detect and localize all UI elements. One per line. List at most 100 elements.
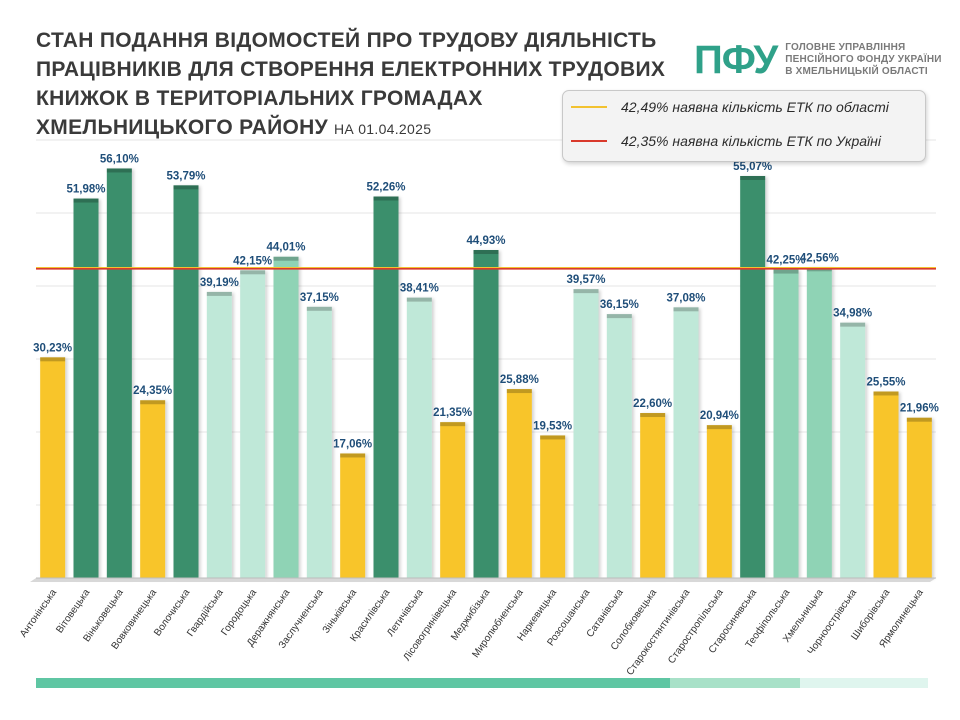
title-line-4: ХМЕЛЬНИЦЬКОГО РАЙОНУ НА 01.04.2025	[36, 113, 596, 144]
bottom-decor-band	[36, 678, 928, 688]
title-date: НА 01.04.2025	[333, 121, 432, 137]
bar-cap	[473, 250, 499, 255]
band-segment-3	[800, 678, 928, 688]
bar	[273, 256, 299, 578]
bar-cap	[640, 413, 666, 418]
category-label: Вітовецька	[54, 587, 92, 635]
data-label: 44,93%	[466, 235, 505, 247]
data-label: 17,06%	[333, 438, 372, 450]
bar-cap	[740, 175, 766, 180]
bar-cap	[540, 435, 566, 440]
data-label: 53,79%	[166, 170, 205, 182]
category-label: Антонінська	[18, 587, 59, 639]
bar-cap	[506, 389, 532, 394]
data-label: 56,10%	[100, 153, 139, 165]
bar	[540, 435, 566, 578]
bar-cap	[173, 185, 199, 190]
bar	[173, 185, 199, 578]
axis-base	[30, 578, 936, 582]
band-segment-1	[36, 678, 670, 688]
legend-item-region: 42,49% наявна кількість ЕТК по області	[571, 99, 889, 115]
bar	[806, 267, 832, 578]
data-label: 24,35%	[133, 385, 172, 397]
bar-cap	[373, 196, 399, 201]
bar	[240, 270, 266, 578]
data-label: 37,15%	[300, 292, 339, 304]
data-label: 22,60%	[633, 398, 672, 410]
data-label: 19,53%	[533, 420, 572, 432]
bar	[206, 291, 232, 578]
logo-text: ГОЛОВНЕ УПРАВЛІННЯ ПЕНСІЙНОГО ФОНДУ УКРА…	[785, 42, 942, 78]
bar	[606, 314, 632, 578]
category-label: Зіньківська	[321, 587, 360, 636]
data-label: 20,94%	[700, 410, 739, 422]
bar	[673, 307, 699, 578]
bar	[40, 357, 66, 578]
bar-cap	[140, 400, 166, 405]
data-label: 25,88%	[500, 374, 539, 386]
logo-line-3: В ХМЕЛЬНИЦЬКІЙ ОБЛАСТІ	[785, 66, 928, 77]
title-line-3: КНИЖОК В ТЕРИТОРІАЛЬНИХ ГРОМАДАХ	[36, 87, 483, 110]
title-line-1: СТАН ПОДАННЯ ВІДОМОСТЕЙ ПРО ТРУДОВУ ДІЯЛ…	[36, 29, 657, 52]
legend-text-ukraine: 42,35% наявна кількість ЕТК по Україні	[621, 133, 881, 149]
bar-cap	[306, 306, 332, 311]
bar-cap	[606, 314, 632, 319]
data-label: 51,98%	[66, 184, 105, 196]
bar-cap	[573, 289, 599, 294]
bar-cap	[440, 422, 466, 427]
data-label: 55,07%	[733, 161, 772, 173]
bar-cap	[840, 322, 866, 327]
chart-legend: 42,49% наявна кількість ЕТК по області 4…	[562, 90, 926, 162]
bar-cap	[673, 307, 699, 312]
data-label: 21,35%	[433, 407, 472, 419]
data-label: 39,19%	[200, 277, 239, 289]
bar-cap	[706, 425, 732, 430]
data-label: 30,23%	[33, 342, 72, 354]
data-label: 42,25%	[766, 255, 805, 267]
data-label: 42,56%	[800, 252, 839, 264]
data-label: 42,15%	[233, 255, 272, 267]
bar	[506, 389, 532, 578]
bar	[440, 422, 466, 578]
data-label: 38,41%	[400, 283, 439, 295]
bar	[373, 196, 399, 578]
title-line-2: ПРАЦІВНИКІВ ДЛЯ СТВОРЕННЯ ЕЛЕКТРОННИХ ТР…	[36, 58, 666, 81]
bar-cap	[406, 297, 432, 302]
bar	[773, 269, 799, 578]
bar-cap	[73, 198, 99, 203]
data-label: 44,01%	[266, 242, 305, 254]
bar-cap	[206, 291, 232, 296]
legend-text-region: 42,49% наявна кількість ЕТК по області	[621, 99, 889, 115]
bar	[873, 391, 899, 578]
bar-cap	[873, 391, 899, 396]
bar	[140, 400, 166, 578]
bar-cap	[106, 168, 132, 173]
bar-cap	[40, 357, 66, 362]
title-line-4-text: ХМЕЛЬНИЦЬКОГО РАЙОНУ	[36, 116, 328, 139]
bar	[340, 453, 366, 578]
bar	[406, 297, 432, 578]
bar	[573, 289, 599, 578]
chart-title: СТАН ПОДАННЯ ВІДОМОСТЕЙ ПРО ТРУДОВУ ДІЯЛ…	[36, 26, 666, 144]
bar	[906, 417, 932, 578]
bar-cap	[906, 417, 932, 422]
bar	[473, 250, 499, 579]
bar	[73, 198, 99, 578]
band-segment-2	[670, 678, 800, 688]
data-label: 34,98%	[833, 308, 872, 320]
data-label: 37,08%	[666, 292, 705, 304]
bar	[640, 413, 666, 578]
legend-item-ukraine: 42,35% наявна кількість ЕТК по Україні	[571, 133, 881, 149]
bar	[106, 168, 132, 578]
logo-line-1: ГОЛОВНЕ УПРАВЛІННЯ	[785, 42, 906, 53]
logo-mark: ПФУ	[694, 38, 778, 82]
bar	[740, 175, 766, 578]
logo-line-2: ПЕНСІЙНОГО ФОНДУ УКРАЇНИ	[785, 54, 942, 65]
bar-cap	[773, 269, 799, 274]
bar-cap	[273, 256, 299, 261]
data-label: 36,15%	[600, 299, 639, 311]
category-label: Старокостянтинівська	[625, 587, 693, 678]
bar	[840, 322, 866, 578]
data-label: 25,55%	[866, 376, 905, 388]
